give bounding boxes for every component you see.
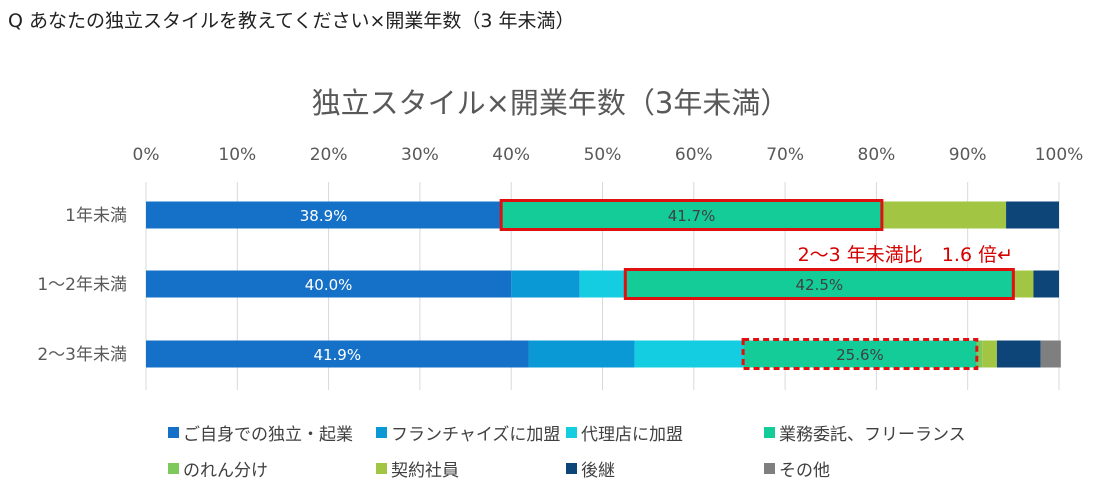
category-label: 1年未満 bbox=[65, 206, 127, 226]
x-tick-label: 100% bbox=[1035, 145, 1084, 165]
data-label: 40.0% bbox=[305, 276, 353, 294]
legend-label: 代理店に加盟 bbox=[581, 425, 683, 445]
x-tick-label: 60% bbox=[675, 145, 713, 165]
legend-label: フランチャイズに加盟 bbox=[391, 425, 561, 445]
legend-swatch bbox=[376, 463, 387, 474]
x-tick-label: 10% bbox=[218, 145, 256, 165]
legend-item: フランチャイズに加盟 bbox=[376, 420, 560, 445]
x-tick-label: 0% bbox=[133, 145, 160, 165]
bar-segment bbox=[1013, 270, 1034, 298]
bar-segment bbox=[634, 340, 744, 368]
legend-swatch bbox=[168, 427, 179, 438]
question-text: Q あなたの独立スタイルを教えてください×開業年数（3 年未満） bbox=[8, 10, 575, 32]
bar-segment bbox=[528, 340, 635, 368]
stacked-bar-chart: 0% 10% 20% 30% 40% 50% 60% 70% 80% 90% 100% 1年未満 1～2… bbox=[37, 145, 1084, 390]
legend-item: その他 bbox=[764, 456, 830, 481]
bar-segment bbox=[1033, 270, 1059, 298]
bar-segment bbox=[1040, 340, 1061, 368]
legend-swatch bbox=[566, 463, 577, 474]
highlight-box bbox=[499, 199, 884, 231]
legend-label: 後継 bbox=[581, 461, 615, 481]
data-label: 38.9% bbox=[300, 207, 348, 225]
legend-item: 代理店に加盟 bbox=[566, 420, 683, 445]
legend-swatch bbox=[764, 427, 775, 438]
legend-item: 後継 bbox=[566, 456, 615, 481]
x-tick-label: 70% bbox=[766, 145, 804, 165]
annotation-text: 2～3 年未満比 1.6 倍↵ bbox=[798, 244, 1013, 266]
legend-swatch bbox=[764, 463, 775, 474]
legend-item: 業務委託、フリーランス bbox=[764, 420, 966, 445]
x-tick-label: 30% bbox=[401, 145, 439, 165]
x-tick-label: 40% bbox=[492, 145, 530, 165]
bar-segment bbox=[625, 270, 1014, 298]
bar-segment bbox=[1006, 201, 1059, 229]
legend-swatch bbox=[376, 427, 387, 438]
legend-item: のれん分け bbox=[168, 456, 268, 481]
bar-segment bbox=[146, 270, 512, 298]
category-label: 1～2年未満 bbox=[37, 275, 127, 295]
legend-label: その他 bbox=[779, 461, 830, 481]
legend-label: のれん分け bbox=[183, 461, 268, 481]
legend-label: ご自身での独立・起業 bbox=[183, 425, 353, 445]
bar-segment bbox=[996, 340, 1041, 368]
x-tick-label: 20% bbox=[310, 145, 348, 165]
bar-segment bbox=[976, 340, 983, 368]
x-tick-label: 90% bbox=[949, 145, 987, 165]
data-label: 41.7% bbox=[668, 207, 716, 225]
x-tick-label: 80% bbox=[858, 145, 896, 165]
data-label: 25.6% bbox=[836, 346, 884, 364]
bar-segment bbox=[579, 270, 626, 298]
chart-legend: ご自身での独立・起業 フランチャイズに加盟 代理店に加盟 業務委託、フリーランスのれん… bbox=[168, 420, 1068, 490]
legend-label: 契約社員 bbox=[391, 461, 459, 481]
legend-item: 契約社員 bbox=[376, 456, 459, 481]
bar-segment bbox=[146, 201, 502, 229]
x-tick-label: 50% bbox=[584, 145, 622, 165]
category-label: 2～3年未満 bbox=[37, 345, 127, 365]
legend-item: ご自身での独立・起業 bbox=[168, 420, 353, 445]
legend-label: 業務委託、フリーランス bbox=[779, 425, 966, 445]
legend-swatch bbox=[168, 463, 179, 474]
bar-segment bbox=[743, 340, 977, 368]
data-label: 42.5% bbox=[796, 276, 844, 294]
bar-segment bbox=[501, 201, 882, 229]
chart-title: 独立スタイル×開業年数（3年未満） bbox=[311, 86, 790, 120]
legend-swatch bbox=[566, 427, 577, 438]
highlight-box bbox=[623, 268, 1015, 300]
bar-segment bbox=[881, 201, 1007, 229]
highlight-box bbox=[741, 338, 979, 370]
bar-segment bbox=[146, 340, 529, 368]
bar-segment bbox=[511, 270, 580, 298]
bar-segment bbox=[982, 340, 997, 368]
data-label: 41.9% bbox=[313, 346, 361, 364]
